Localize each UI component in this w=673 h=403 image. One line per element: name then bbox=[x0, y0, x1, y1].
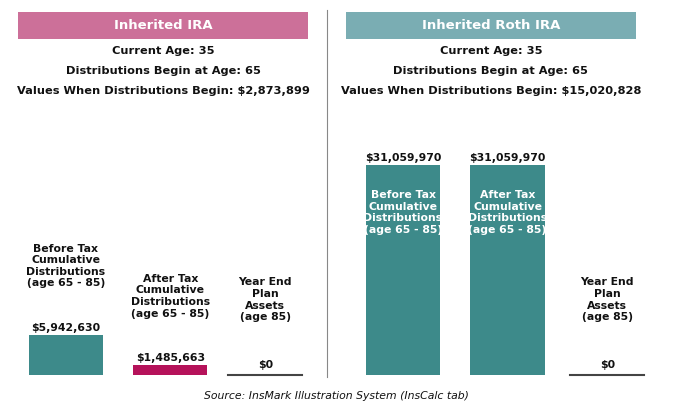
Text: Source: InsMark Illustration System (InsCalc tab): Source: InsMark Illustration System (Ins… bbox=[204, 391, 469, 401]
Text: Values When Distributions Begin: $15,020,828: Values When Distributions Begin: $15,020… bbox=[341, 85, 641, 96]
Text: $31,059,970: $31,059,970 bbox=[365, 154, 441, 164]
Bar bbox=[470, 165, 544, 375]
Text: Distributions Begin at Age: 65: Distributions Begin at Age: 65 bbox=[394, 66, 588, 76]
Text: $5,942,630: $5,942,630 bbox=[31, 323, 100, 333]
Text: Year End
Plan
Assets
(age 85): Year End Plan Assets (age 85) bbox=[238, 277, 292, 322]
Text: Inherited Roth IRA: Inherited Roth IRA bbox=[422, 19, 560, 32]
Text: Distributions Begin at Age: 65: Distributions Begin at Age: 65 bbox=[66, 66, 260, 76]
Text: Current Age: 35: Current Age: 35 bbox=[112, 46, 215, 56]
Text: $0: $0 bbox=[258, 360, 273, 370]
Text: $1,485,663: $1,485,663 bbox=[136, 353, 205, 363]
Text: Before Tax
Cumulative
Distributions
(age 65 - 85): Before Tax Cumulative Distributions (age… bbox=[26, 244, 105, 289]
Text: Year End
Plan
Assets
(age 85): Year End Plan Assets (age 85) bbox=[581, 277, 634, 322]
Bar bbox=[366, 165, 440, 375]
Text: $31,059,970: $31,059,970 bbox=[469, 154, 546, 164]
Text: After Tax
Cumulative
Distributions
(age 65 - 85): After Tax Cumulative Distributions (age … bbox=[131, 274, 210, 318]
Bar bbox=[18, 12, 308, 39]
Bar bbox=[29, 334, 103, 375]
Text: Before Tax
Cumulative
Distributions
(age 65 - 85): Before Tax Cumulative Distributions (age… bbox=[363, 190, 443, 235]
Text: $0: $0 bbox=[600, 360, 615, 370]
Text: Inherited IRA: Inherited IRA bbox=[114, 19, 213, 32]
Text: Current Age: 35: Current Age: 35 bbox=[439, 46, 542, 56]
Bar bbox=[346, 12, 636, 39]
Text: After Tax
Cumulative
Distributions
(age 65 - 85): After Tax Cumulative Distributions (age … bbox=[468, 190, 547, 235]
Bar bbox=[133, 365, 207, 375]
Text: Values When Distributions Begin: $2,873,899: Values When Distributions Begin: $2,873,… bbox=[17, 85, 310, 96]
